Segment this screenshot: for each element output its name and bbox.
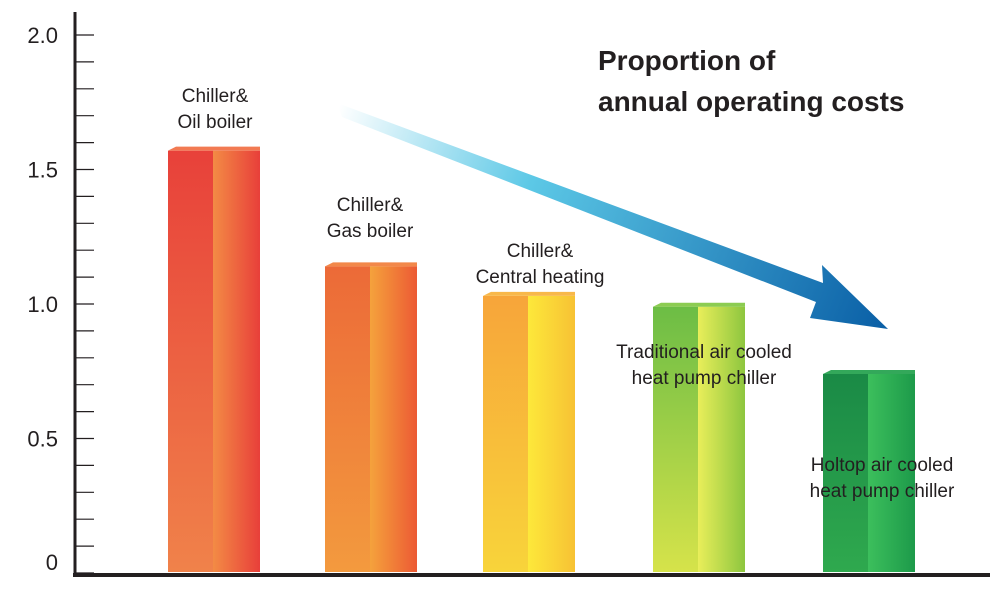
bar-side-face: [370, 266, 417, 572]
bar-top-cap: [168, 146, 260, 151]
category-label: heat pump chiller: [810, 481, 955, 502]
y-tick-label: 0.5: [27, 427, 58, 452]
category-label: Chiller&: [182, 86, 249, 107]
bar: [483, 291, 575, 572]
bar-front-face: [325, 266, 370, 572]
chart-title-line-2: annual operating costs: [598, 86, 905, 117]
category-label: Traditional air cooled: [616, 342, 792, 363]
bar-top-cap: [823, 369, 915, 374]
category-label: Chiller&: [337, 195, 404, 216]
y-tick-label: 1.0: [27, 292, 58, 317]
axis-layer: 0 0.5 1.0 1.5 2.0: [27, 12, 990, 577]
bar-layer: [168, 146, 915, 573]
bar-side-face: [698, 306, 745, 572]
bar-front-face: [168, 150, 213, 573]
bar-side-face: [213, 150, 260, 573]
bar-label-layer: Chiller&Oil boiler Chiller&Gas boiler Chil…: [178, 86, 956, 502]
category-label: Central heating: [476, 267, 605, 288]
bar-front-face: [653, 306, 698, 572]
trend-arrow-shape: [337, 103, 888, 329]
chart-title-line-1: Proportion of: [598, 45, 776, 76]
bar-side-face: [868, 373, 915, 572]
category-label: Oil boiler: [178, 112, 254, 133]
bar-top-cap: [325, 262, 417, 267]
bar-side-face: [528, 295, 575, 572]
category-label: Chiller&: [507, 241, 574, 262]
bar-front-face: [823, 373, 868, 572]
bar: [325, 262, 417, 572]
bar-front-face: [483, 295, 528, 572]
y-tick-label: 0: [46, 550, 58, 575]
bar: [168, 146, 260, 573]
bar: [823, 369, 915, 572]
trend-arrow: [337, 103, 888, 329]
y-tick-label: 2.0: [27, 23, 58, 48]
bar: [653, 302, 745, 572]
bar-top-cap: [653, 302, 745, 307]
category-label: heat pump chiller: [632, 368, 777, 389]
y-tick-label: 1.5: [27, 158, 58, 183]
bar-top-cap: [483, 291, 575, 296]
category-label: Gas boiler: [327, 221, 414, 242]
category-label: Holtop air cooled: [811, 455, 954, 476]
